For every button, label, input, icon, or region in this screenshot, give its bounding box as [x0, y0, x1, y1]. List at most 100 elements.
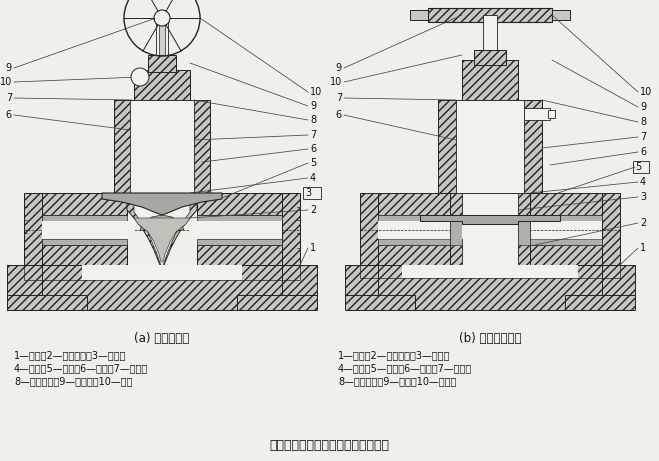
- Text: 4: 4: [310, 173, 316, 183]
- Polygon shape: [462, 221, 518, 239]
- Polygon shape: [530, 221, 602, 239]
- Polygon shape: [102, 193, 222, 215]
- Polygon shape: [345, 295, 415, 310]
- Polygon shape: [530, 193, 602, 215]
- Polygon shape: [602, 193, 620, 265]
- Text: 8—阀杆螺母；9—手轮；10—指示器: 8—阀杆螺母；9—手轮；10—指示器: [338, 376, 457, 386]
- Text: 4: 4: [640, 177, 646, 187]
- Text: 5: 5: [310, 158, 316, 168]
- Text: 3: 3: [640, 192, 646, 202]
- Polygon shape: [130, 100, 194, 193]
- Polygon shape: [156, 20, 168, 70]
- Polygon shape: [134, 193, 190, 268]
- Text: 9: 9: [336, 63, 342, 73]
- Polygon shape: [378, 193, 450, 215]
- Text: 1: 1: [640, 243, 646, 253]
- Text: 6: 6: [310, 144, 316, 154]
- Polygon shape: [7, 265, 42, 295]
- Polygon shape: [148, 55, 176, 72]
- Polygon shape: [42, 215, 127, 221]
- Polygon shape: [483, 15, 497, 60]
- Text: 7: 7: [640, 132, 646, 142]
- Polygon shape: [42, 245, 127, 265]
- Text: 3: 3: [305, 188, 311, 198]
- Text: 7: 7: [310, 130, 316, 140]
- Polygon shape: [420, 215, 560, 224]
- Polygon shape: [42, 239, 127, 245]
- Text: 1—阀体；2—阀体衬里；3—隔膜；: 1—阀体；2—阀体衬里；3—隔膜；: [14, 350, 127, 360]
- Polygon shape: [127, 193, 197, 270]
- Text: 6: 6: [336, 110, 342, 120]
- Polygon shape: [462, 60, 518, 100]
- Polygon shape: [518, 215, 530, 245]
- Text: 10: 10: [640, 87, 652, 97]
- Polygon shape: [428, 8, 552, 22]
- Polygon shape: [190, 221, 282, 239]
- Text: 『堰式隔膜阀、直通式隔膜阀结构』: 『堰式隔膜阀、直通式隔膜阀结构』: [269, 439, 389, 452]
- Polygon shape: [237, 295, 317, 310]
- Polygon shape: [24, 193, 42, 265]
- Polygon shape: [474, 50, 506, 65]
- Polygon shape: [548, 110, 555, 118]
- Text: 9: 9: [640, 102, 646, 112]
- Text: 8—阀杆螺母；9—指示器；10—手轮: 8—阀杆螺母；9—指示器；10—手轮: [14, 376, 132, 386]
- Polygon shape: [450, 215, 462, 245]
- Polygon shape: [552, 10, 570, 20]
- Text: 10: 10: [310, 87, 322, 97]
- Polygon shape: [7, 295, 87, 310]
- Polygon shape: [197, 215, 282, 221]
- Polygon shape: [114, 100, 210, 193]
- Polygon shape: [524, 108, 550, 120]
- Text: 6: 6: [6, 110, 12, 120]
- Polygon shape: [456, 100, 524, 193]
- Polygon shape: [360, 265, 620, 310]
- Polygon shape: [282, 193, 300, 265]
- Polygon shape: [282, 265, 317, 295]
- Polygon shape: [24, 265, 300, 310]
- Text: 2: 2: [310, 205, 316, 215]
- Text: 10: 10: [330, 77, 342, 87]
- Polygon shape: [530, 245, 602, 265]
- Polygon shape: [197, 245, 282, 265]
- Text: 5: 5: [635, 162, 641, 172]
- Polygon shape: [602, 265, 635, 295]
- Polygon shape: [378, 215, 450, 221]
- Polygon shape: [82, 265, 242, 280]
- Polygon shape: [530, 215, 602, 221]
- Polygon shape: [378, 239, 450, 245]
- Polygon shape: [197, 193, 282, 215]
- Polygon shape: [197, 239, 282, 245]
- Text: 7: 7: [335, 93, 342, 103]
- Text: (b) 直通式隔膜阀: (b) 直通式隔膜阀: [459, 332, 521, 345]
- Polygon shape: [565, 295, 635, 310]
- Circle shape: [154, 10, 170, 26]
- Text: 4—螺钉；5—阀盖；6—阀瓣；7—阀体；: 4—螺钉；5—阀盖；6—阀瓣；7—阀体；: [14, 363, 148, 373]
- Polygon shape: [140, 215, 184, 230]
- Text: 10: 10: [0, 77, 12, 87]
- Polygon shape: [530, 239, 602, 245]
- Polygon shape: [159, 18, 165, 55]
- Text: 2: 2: [640, 218, 646, 228]
- Text: 7: 7: [6, 93, 12, 103]
- Polygon shape: [450, 193, 530, 265]
- Text: 8: 8: [310, 115, 316, 125]
- Polygon shape: [42, 221, 134, 239]
- Text: 9: 9: [310, 101, 316, 111]
- Text: 4—螺钉；5—阀盖；6—阀瓣；7—阀杆；: 4—螺钉；5—阀盖；6—阀瓣；7—阀杆；: [338, 363, 473, 373]
- Polygon shape: [402, 265, 578, 278]
- Polygon shape: [410, 10, 428, 20]
- Text: (a) 堰式隔膜阀: (a) 堰式隔膜阀: [134, 332, 190, 345]
- Text: 8: 8: [640, 117, 646, 127]
- Text: 9: 9: [6, 63, 12, 73]
- Polygon shape: [462, 193, 518, 265]
- Text: 6: 6: [640, 147, 646, 157]
- Polygon shape: [378, 245, 450, 265]
- Polygon shape: [360, 193, 378, 265]
- Polygon shape: [134, 218, 190, 262]
- Text: 1: 1: [310, 243, 316, 253]
- Polygon shape: [378, 221, 450, 239]
- Polygon shape: [438, 100, 542, 193]
- Polygon shape: [134, 70, 190, 100]
- Polygon shape: [345, 265, 378, 295]
- Polygon shape: [42, 193, 127, 215]
